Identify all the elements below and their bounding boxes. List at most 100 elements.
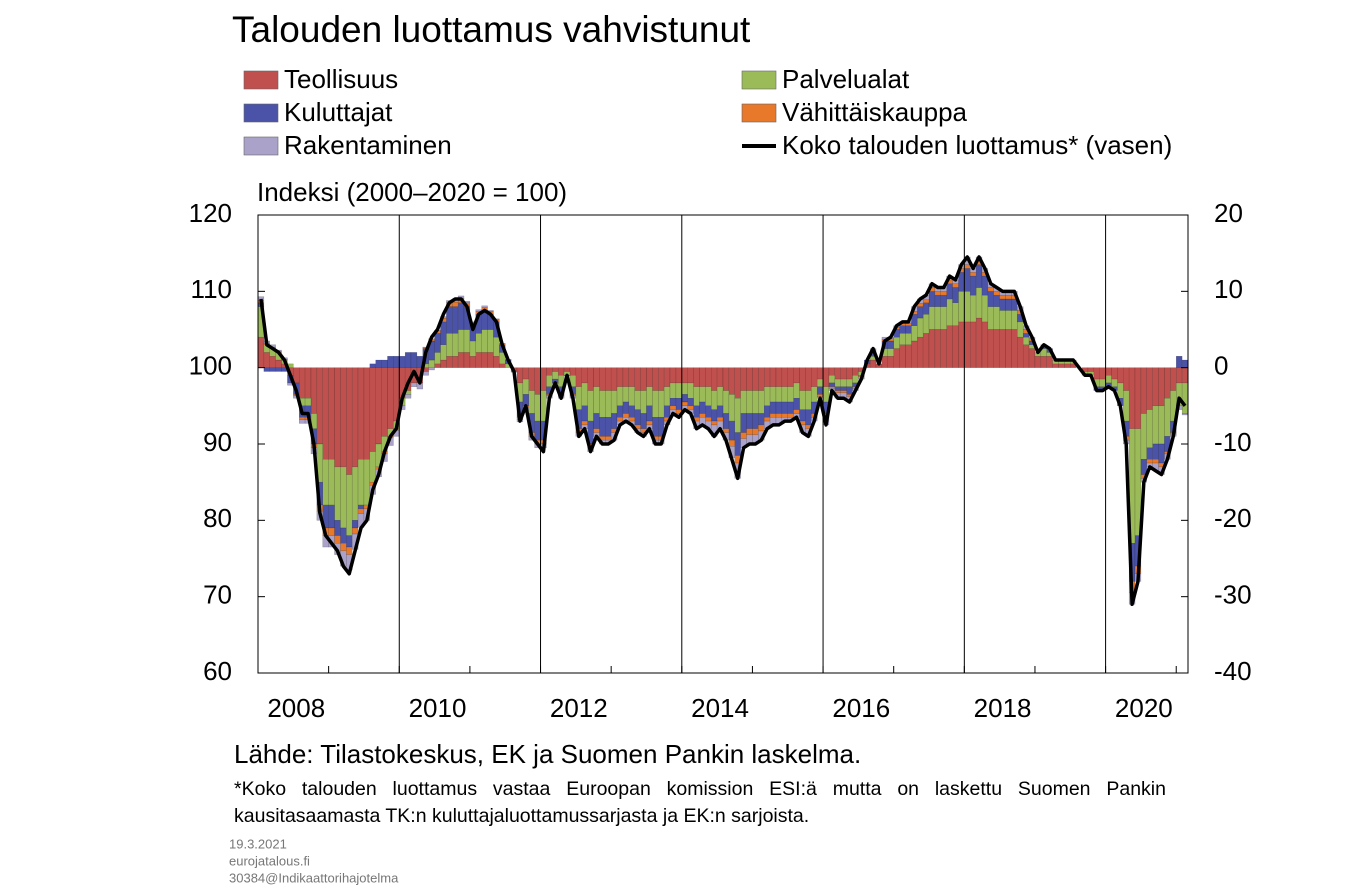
bar (816, 386, 824, 395)
bar (387, 356, 394, 368)
bar (410, 382, 418, 387)
bar (775, 386, 783, 403)
bar (446, 356, 453, 368)
bar (828, 382, 836, 387)
bar (758, 390, 765, 414)
bar (887, 348, 894, 357)
bar (922, 299, 930, 303)
bar (522, 367, 529, 380)
bar (746, 413, 753, 429)
bar (616, 405, 624, 418)
bar (769, 367, 777, 387)
bar (569, 367, 577, 376)
bar (1022, 333, 1030, 338)
bar (799, 390, 806, 410)
bar (304, 367, 312, 399)
bar (834, 378, 841, 387)
bar (769, 413, 777, 418)
bar (1022, 336, 1030, 345)
bar (622, 367, 630, 387)
bar (469, 340, 476, 357)
bar (481, 329, 488, 353)
bar (822, 367, 830, 387)
legend-label: Rakentaminen (284, 130, 452, 160)
bar (1170, 367, 1177, 391)
bar (940, 329, 947, 368)
bar (257, 336, 265, 368)
bar (499, 363, 506, 368)
bar (357, 508, 365, 514)
bar (952, 325, 959, 368)
bar (1017, 321, 1024, 338)
bar (534, 367, 541, 395)
bar (722, 413, 730, 429)
bar (1181, 359, 1189, 368)
bar (540, 390, 547, 422)
bar (440, 344, 447, 361)
bar (728, 420, 735, 441)
bar (828, 375, 836, 384)
bar (351, 527, 359, 535)
bar (699, 413, 706, 418)
bar (481, 305, 488, 308)
bar (1011, 310, 1018, 330)
bar (622, 386, 630, 403)
bar (1152, 367, 1159, 407)
bar (393, 356, 400, 368)
bar (669, 382, 677, 399)
bar (575, 386, 582, 410)
bar (593, 386, 600, 414)
bar (899, 333, 906, 345)
bar (1123, 367, 1130, 391)
bar (805, 367, 812, 391)
bar (1111, 378, 1118, 387)
bar (705, 386, 712, 407)
legend-swatch (243, 136, 279, 156)
bar (852, 367, 859, 376)
bar (528, 367, 535, 391)
bar (1099, 367, 1106, 380)
bar (993, 291, 1000, 296)
bar (640, 367, 647, 391)
bar (928, 306, 936, 330)
bar (981, 294, 989, 323)
bar (922, 314, 930, 334)
bar (1028, 348, 1036, 368)
bar (687, 405, 694, 410)
bar (840, 367, 847, 380)
bar (970, 321, 977, 368)
y2-tick-label: 20 (1214, 198, 1243, 228)
chart-title: Talouden luottamus vahvistunut (232, 9, 751, 50)
bar (816, 378, 824, 387)
bar (1005, 329, 1012, 368)
bar (457, 329, 465, 353)
bar (610, 367, 618, 391)
bar (787, 367, 794, 387)
bar (340, 527, 347, 544)
bar (399, 356, 406, 368)
bar (740, 390, 747, 414)
bar (987, 306, 994, 330)
bar (899, 325, 906, 334)
bar (552, 371, 559, 380)
bar (946, 283, 953, 300)
bar (716, 405, 724, 418)
bar (493, 356, 500, 368)
footer-date: 19.3.2021 (229, 836, 287, 851)
bar (610, 413, 618, 429)
bar (711, 367, 718, 391)
bar (605, 417, 612, 437)
bar (805, 390, 812, 410)
bar (663, 405, 671, 418)
bar (369, 363, 376, 368)
y-tick-label: 60 (203, 656, 232, 686)
bar (1005, 310, 1012, 330)
bar (811, 367, 818, 387)
bar (452, 333, 459, 357)
bar (840, 390, 847, 394)
bar (581, 382, 588, 407)
bar (1046, 356, 1053, 368)
bar (922, 333, 930, 368)
bar (363, 459, 371, 506)
bar (1158, 367, 1165, 407)
